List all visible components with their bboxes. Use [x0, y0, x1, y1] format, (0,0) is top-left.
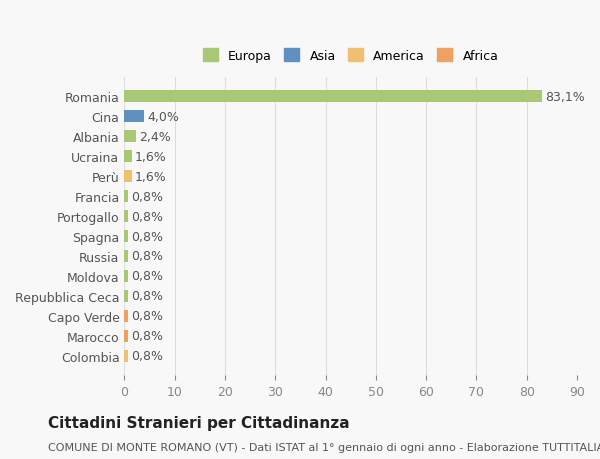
Text: 83,1%: 83,1%: [545, 90, 584, 104]
Text: 0,8%: 0,8%: [131, 330, 163, 342]
Bar: [124, 270, 128, 282]
Bar: [124, 350, 128, 362]
Text: COMUNE DI MONTE ROMANO (VT) - Dati ISTAT al 1° gennaio di ogni anno - Elaborazio: COMUNE DI MONTE ROMANO (VT) - Dati ISTAT…: [48, 442, 600, 452]
Bar: [124, 131, 136, 143]
Bar: [124, 91, 542, 103]
Legend: Europa, Asia, America, Africa: Europa, Asia, America, Africa: [199, 45, 502, 66]
Text: 0,8%: 0,8%: [131, 310, 163, 323]
Text: 4,0%: 4,0%: [147, 111, 179, 123]
Text: 0,8%: 0,8%: [131, 250, 163, 263]
Text: Cittadini Stranieri per Cittadinanza: Cittadini Stranieri per Cittadinanza: [48, 415, 350, 430]
Bar: [124, 310, 128, 322]
Bar: [124, 111, 145, 123]
Bar: [124, 290, 128, 302]
Bar: [124, 230, 128, 242]
Text: 0,8%: 0,8%: [131, 349, 163, 363]
Text: 0,8%: 0,8%: [131, 190, 163, 203]
Bar: [124, 211, 128, 223]
Text: 2,4%: 2,4%: [139, 130, 170, 144]
Bar: [124, 330, 128, 342]
Text: 0,8%: 0,8%: [131, 210, 163, 223]
Bar: [124, 151, 133, 163]
Text: 0,8%: 0,8%: [131, 230, 163, 243]
Bar: [124, 251, 128, 263]
Text: 1,6%: 1,6%: [135, 170, 167, 183]
Bar: [124, 190, 128, 203]
Text: 0,8%: 0,8%: [131, 290, 163, 302]
Bar: [124, 171, 133, 183]
Text: 1,6%: 1,6%: [135, 151, 167, 163]
Text: 0,8%: 0,8%: [131, 270, 163, 283]
